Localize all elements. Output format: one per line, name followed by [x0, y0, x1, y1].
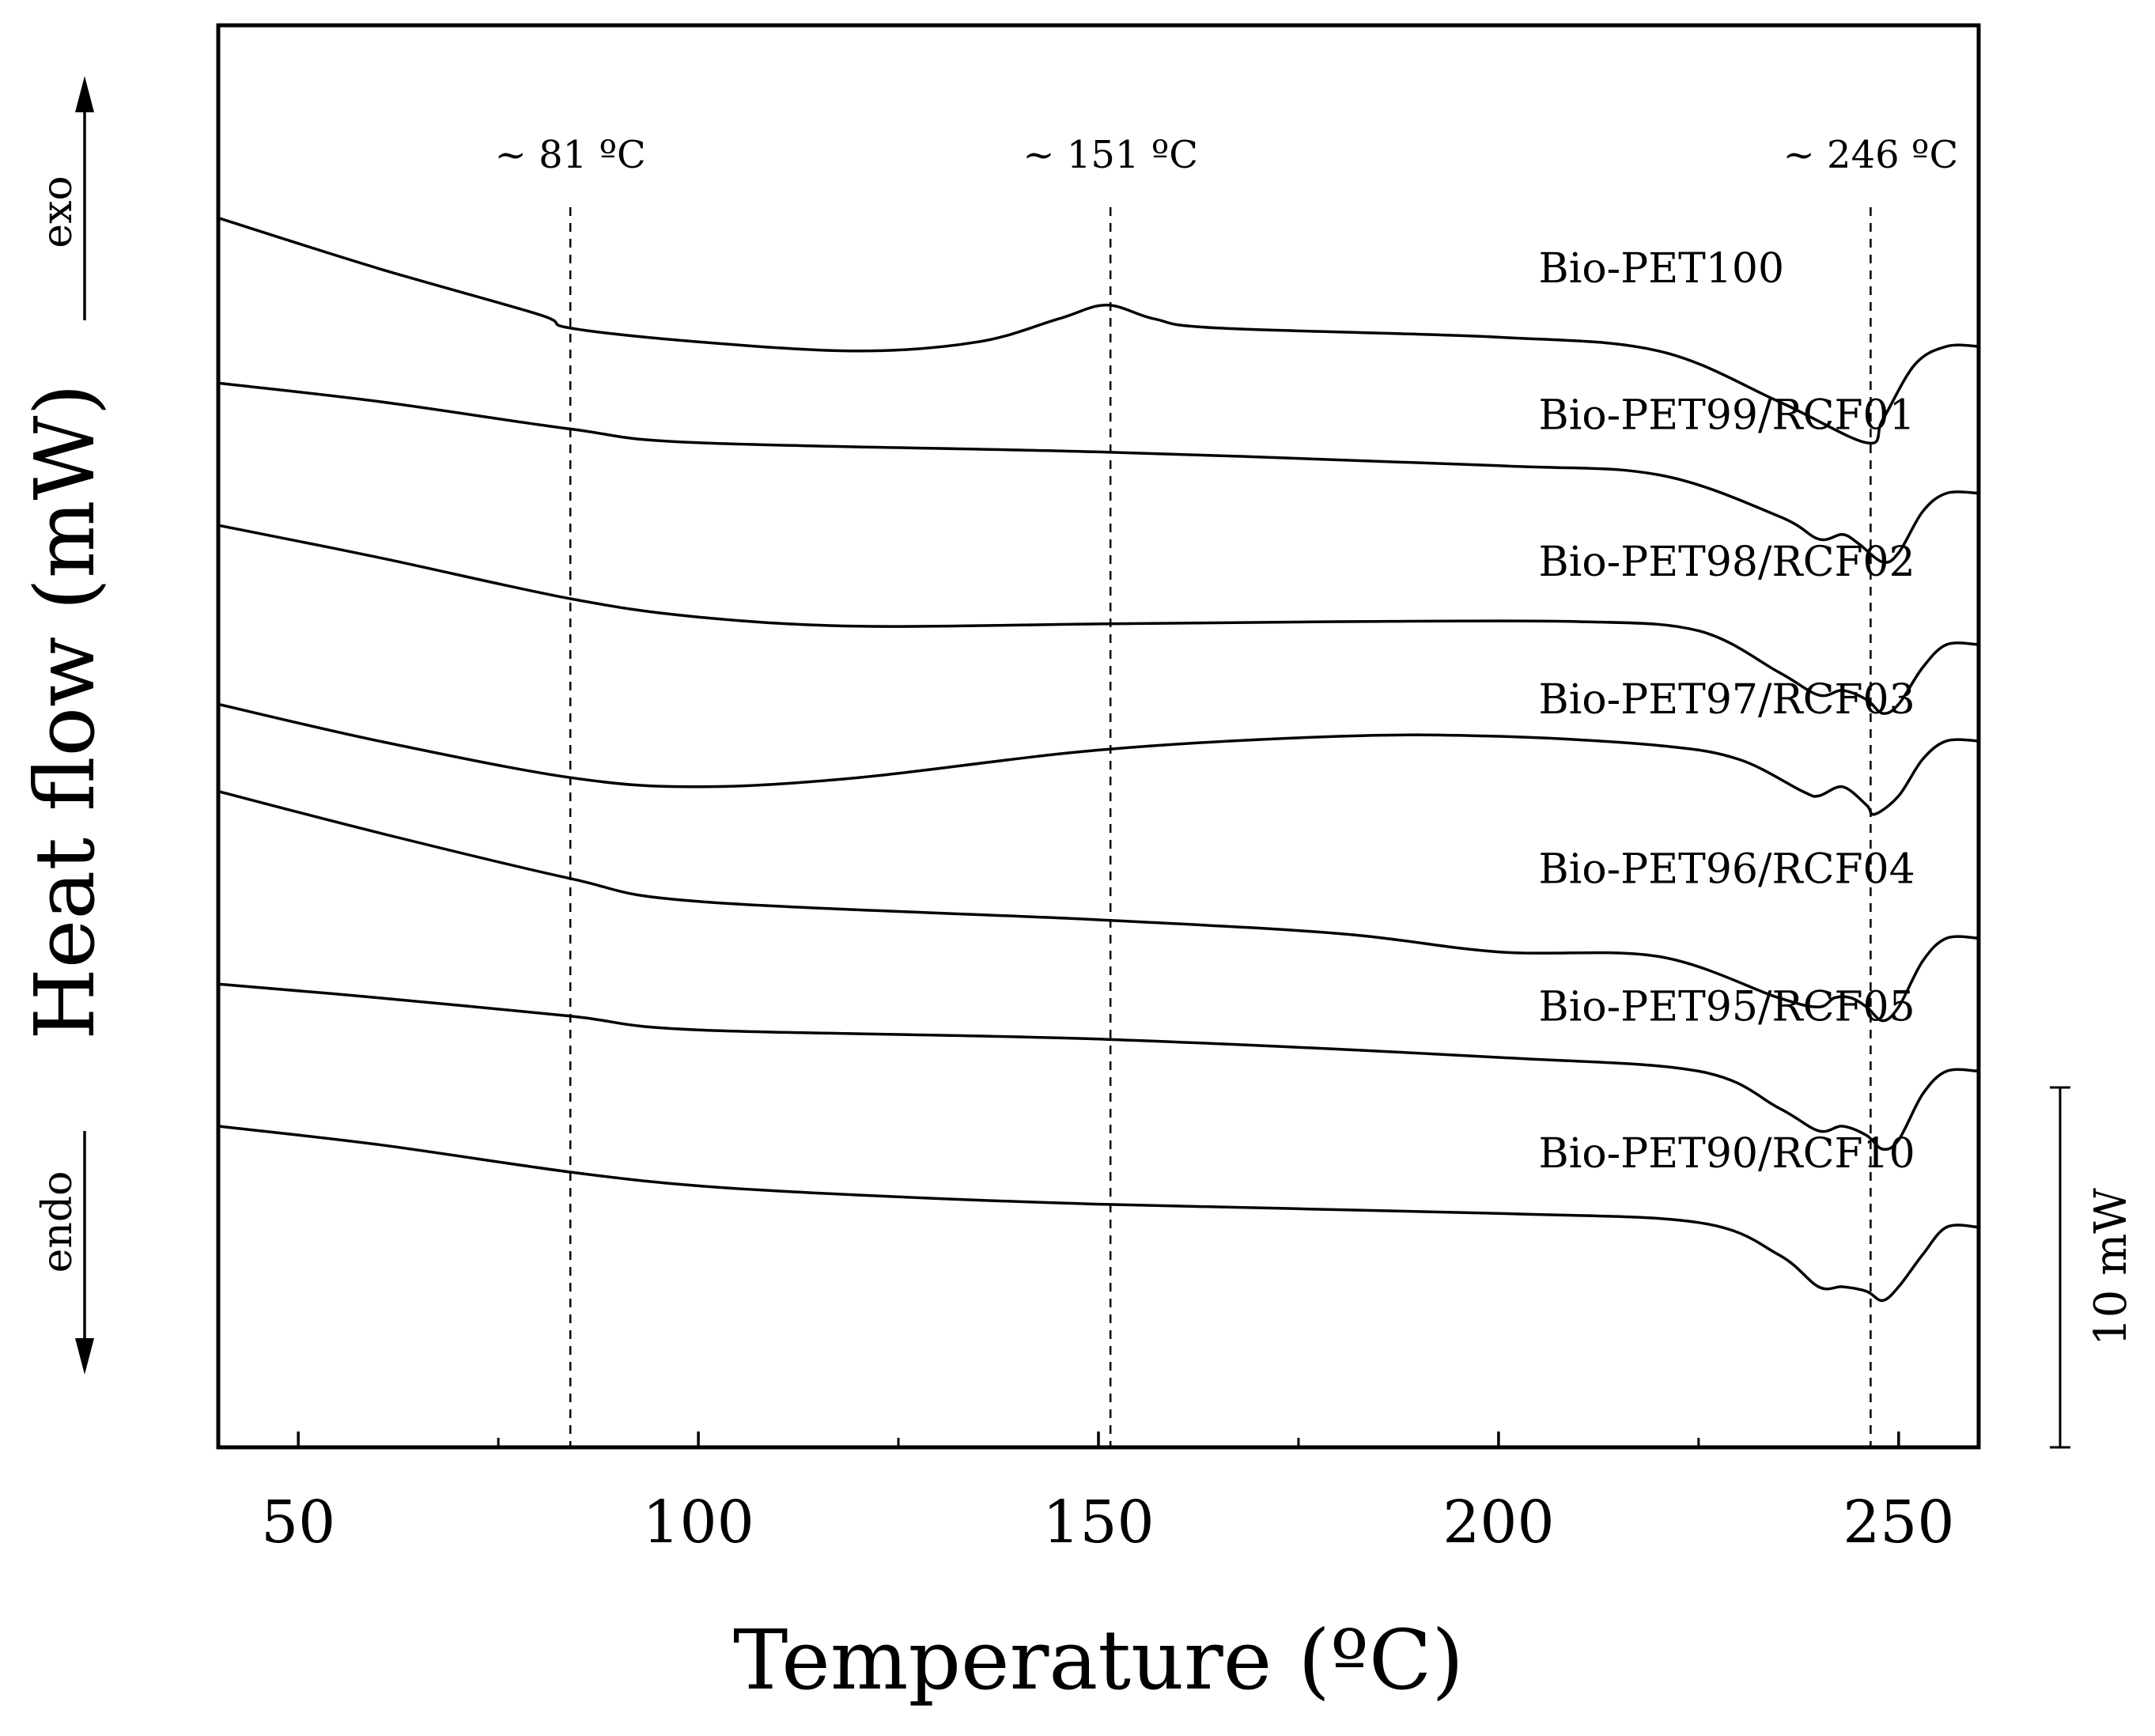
endo-label: endo [34, 1171, 81, 1273]
series-line [217, 1125, 1980, 1303]
series-label: Bio-PET99/RCF01 [1539, 391, 1915, 439]
endo-arrowhead [75, 1338, 94, 1375]
x-tick-label: 50 [261, 1488, 335, 1556]
markers-layer: ~ 81 ºC ~ 151 ºC ~ 246 ºC [495, 133, 1959, 1447]
series-line [217, 524, 1980, 715]
plot-frame [216, 23, 1981, 1450]
x-axis-title: Temperature (ºC) [733, 1612, 1464, 1708]
x-axis: 50 100 150 200 250 [261, 1432, 1954, 1556]
series-line [217, 789, 1980, 1023]
series-line [217, 381, 1980, 564]
series-line [217, 982, 1980, 1152]
marker-label: ~ 151 ºC [1023, 133, 1198, 177]
marker-label: ~ 246 ºC [1783, 133, 1959, 177]
exo-label: exo [34, 176, 81, 248]
scale-bar: 10 mW [2050, 1086, 2137, 1449]
y-axis-title: Heat flow (mW) [17, 384, 113, 1040]
x-tick-label: 150 [1042, 1488, 1154, 1556]
series-label: Bio-PET96/RCF04 [1539, 846, 1915, 894]
series-line [217, 216, 1980, 445]
series-label: Bio-PET100 [1539, 245, 1785, 293]
exo-arrowhead [75, 76, 94, 112]
x-tick-label: 200 [1442, 1488, 1554, 1556]
scale-bar-label: 10 mW [2085, 1188, 2137, 1346]
series-line [217, 702, 1980, 816]
series-label: Bio-PET98/RCF02 [1539, 539, 1915, 586]
series-label: Bio-PET97/RCF03 [1539, 676, 1915, 724]
series-label: Bio-PET95/RCF05 [1539, 984, 1915, 1031]
x-tick-label: 100 [642, 1488, 754, 1556]
marker-label: ~ 81 ºC [495, 133, 646, 177]
series-layer: Bio-PET100 Bio-PET99/RCF01 Bio-PET98/RCF02… [217, 216, 1980, 1303]
series-label: Bio-PET90/RCF10 [1539, 1130, 1915, 1178]
x-tick-label: 250 [1843, 1488, 1954, 1556]
